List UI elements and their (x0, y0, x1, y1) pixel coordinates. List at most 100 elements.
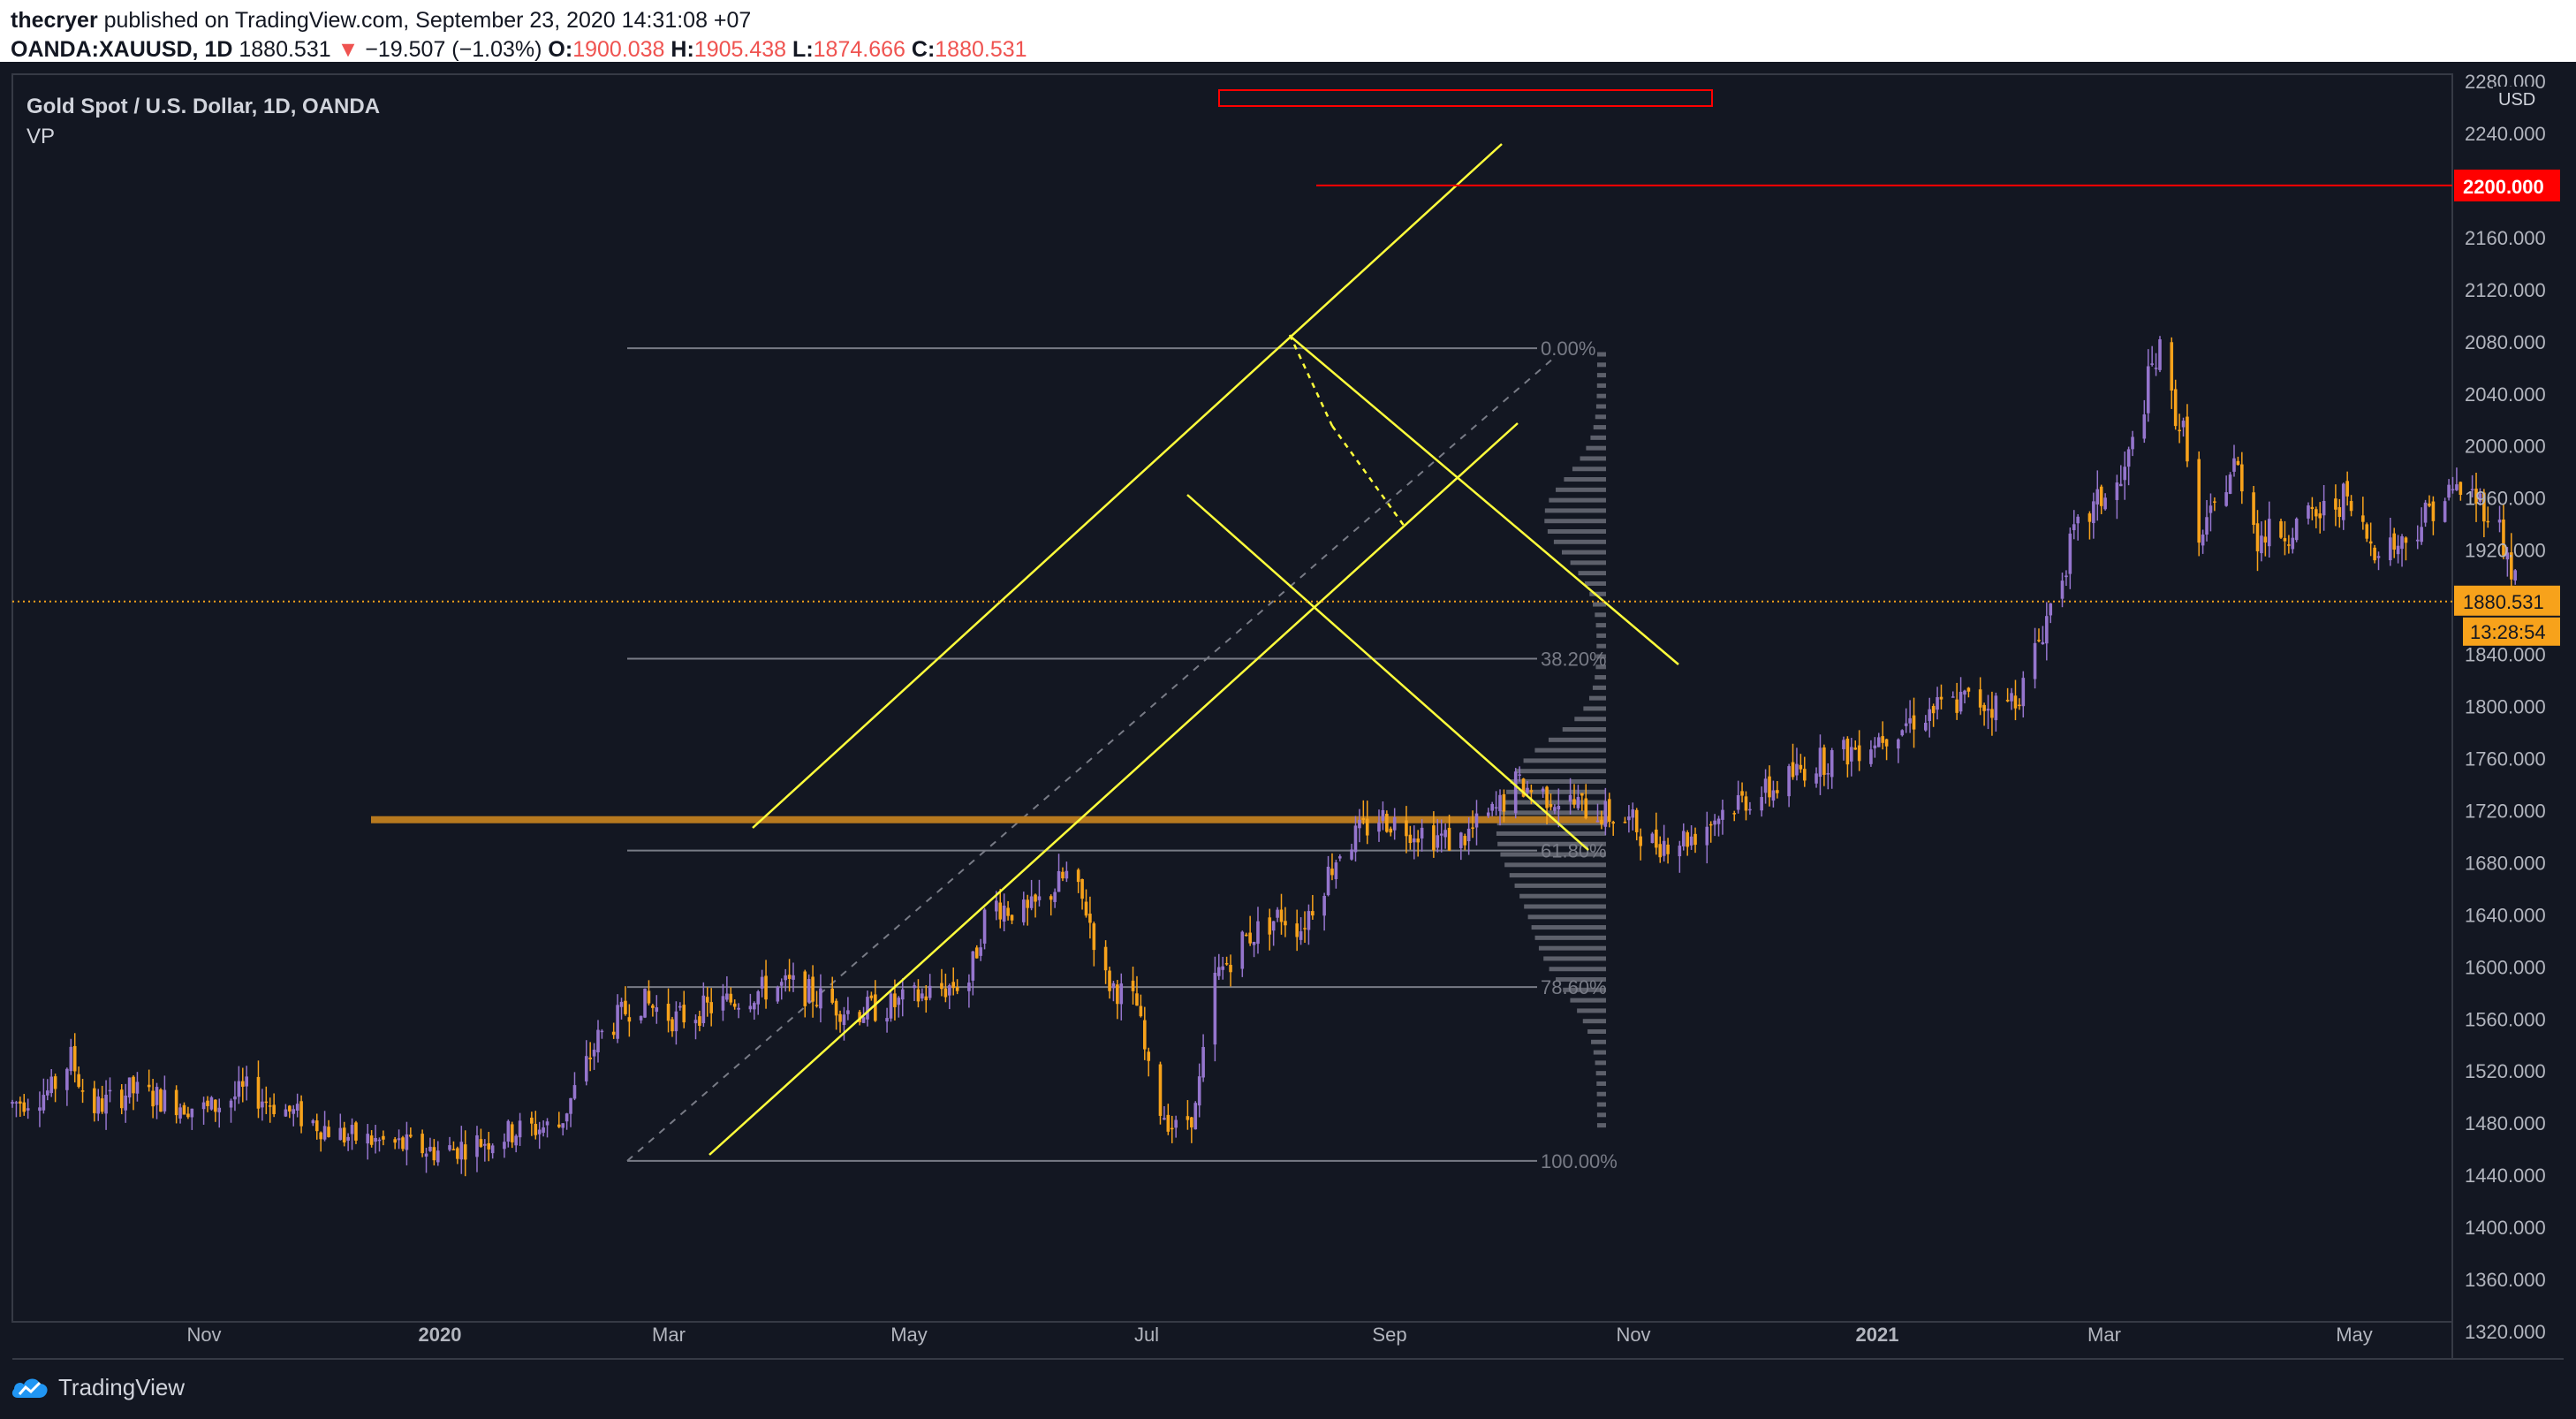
candle-body (1553, 807, 1557, 811)
candle-body (342, 1127, 346, 1142)
candle-body (256, 1076, 261, 1109)
candle-body (776, 986, 780, 1002)
author-name[interactable]: thecryer (11, 8, 98, 33)
volume-bar (1595, 612, 1606, 618)
volume-bar (1531, 925, 1606, 930)
candle-body (132, 1076, 135, 1094)
candle-body (1221, 966, 1224, 970)
candle-body (1549, 803, 1553, 808)
candle-body (1557, 806, 1561, 810)
candle-body (1853, 747, 1858, 750)
candle-body (1568, 794, 1572, 802)
volume-bar (1562, 727, 1606, 732)
last-price: 1880.531 (239, 37, 331, 62)
candle-body (2142, 414, 2147, 439)
candle-body (1350, 849, 1353, 860)
candle-body (584, 1056, 588, 1081)
candle-body (1416, 838, 1420, 843)
volume-bar (1499, 810, 1606, 816)
fib-level-label: 100.00% (1541, 1150, 1618, 1172)
down-arrow-icon: ▼ (337, 37, 360, 62)
fib-retracement[interactable]: 0.00% 38.20% 61.80% 78.60% 100.00% (626, 338, 1618, 1172)
candle-body (2373, 547, 2376, 561)
candle-body (1229, 965, 1232, 973)
candle-body (1768, 776, 1771, 798)
candle-body (2154, 368, 2158, 369)
candle-body (1143, 1020, 1147, 1050)
candle-body (928, 985, 932, 998)
candle-body (811, 976, 814, 1002)
volume-bar (1570, 560, 1606, 565)
candle-body (1627, 816, 1631, 821)
candle-body (2095, 489, 2100, 505)
tradingview-logo[interactable]: TradingView (11, 1372, 185, 1402)
candle-body (2146, 366, 2150, 414)
candle-body (1881, 736, 1884, 743)
volume-bar (1578, 571, 1606, 576)
candle-body (1787, 766, 1791, 797)
candle-body (624, 1000, 627, 1014)
candle-body (1197, 1076, 1201, 1106)
candle-body (1748, 808, 1752, 811)
candle-body (787, 975, 792, 979)
candle-body (240, 1081, 245, 1087)
volume-bar (1519, 893, 1606, 899)
candle-body (948, 985, 951, 996)
candle-body (93, 1088, 96, 1113)
candle-body (2400, 535, 2404, 550)
candle-body (2010, 693, 2013, 702)
indicator-legend[interactable]: VP (27, 125, 55, 148)
candle-body (1815, 773, 1818, 784)
candle-body (2478, 493, 2482, 502)
candle-body (1884, 739, 1889, 747)
trendline-drawings[interactable] (708, 143, 1679, 1156)
candle-body (1135, 993, 1139, 1006)
candle-body (1693, 833, 1697, 846)
volume-bar (1556, 487, 1606, 492)
candle-body (483, 1143, 487, 1146)
trendline[interactable] (752, 143, 1503, 829)
candle-body (1850, 747, 1853, 762)
publish-info: thecryer published on TradingView.com, S… (11, 5, 751, 35)
candle-body (1088, 914, 1092, 923)
candle-body (1463, 836, 1467, 846)
price-chart[interactable]: 0.00%38.20%61.80%78.60%100.00% 1320.0001… (0, 62, 2576, 1419)
candle-body (537, 1129, 542, 1134)
candle-body (237, 1081, 241, 1097)
candle-body (1268, 917, 1272, 935)
volume-bar (1509, 873, 1606, 878)
candle-body (2423, 502, 2428, 523)
trendline[interactable] (1289, 335, 1679, 665)
target-zone-box[interactable] (1218, 89, 1713, 107)
candle-body (1119, 983, 1124, 1005)
candle-body (1763, 778, 1768, 793)
target-box[interactable] (1218, 89, 2452, 186)
candle-body (1392, 816, 1397, 831)
trendline[interactable] (1186, 494, 1589, 851)
candle-body (1034, 894, 1037, 902)
volume-profile (1496, 352, 1606, 1128)
candle-body (2470, 489, 2474, 490)
candle-body (838, 1013, 842, 1022)
trendline[interactable] (708, 422, 1519, 1156)
candle-body (2474, 489, 2478, 505)
candle-body (80, 1090, 85, 1092)
support-band[interactable] (371, 816, 1608, 823)
candle-body (1252, 942, 1256, 945)
candle-body (1736, 794, 1740, 810)
time-tick-label: Nov (186, 1324, 221, 1346)
time-axis[interactable]: Nov 2020 Mar May Jul Sep Nov 2021 Mar May (186, 1324, 2372, 1346)
candle-body (1412, 838, 1416, 843)
candle-body (572, 1085, 577, 1099)
candle-body (921, 993, 924, 999)
candle-body (119, 1089, 124, 1109)
candle-body (72, 1045, 77, 1072)
candle-body (651, 1005, 655, 1008)
volume-bar (1596, 393, 1606, 398)
candle-body (268, 1105, 272, 1107)
volume-bar (1588, 695, 1606, 701)
fib-level-label: 78.60% (1541, 976, 1607, 998)
candle-body (2291, 537, 2295, 550)
price-axis[interactable]: 1320.000 1360.000 1400.000 1440.000 1480.000… (12, 71, 2560, 1343)
candle-body (2033, 642, 2037, 679)
